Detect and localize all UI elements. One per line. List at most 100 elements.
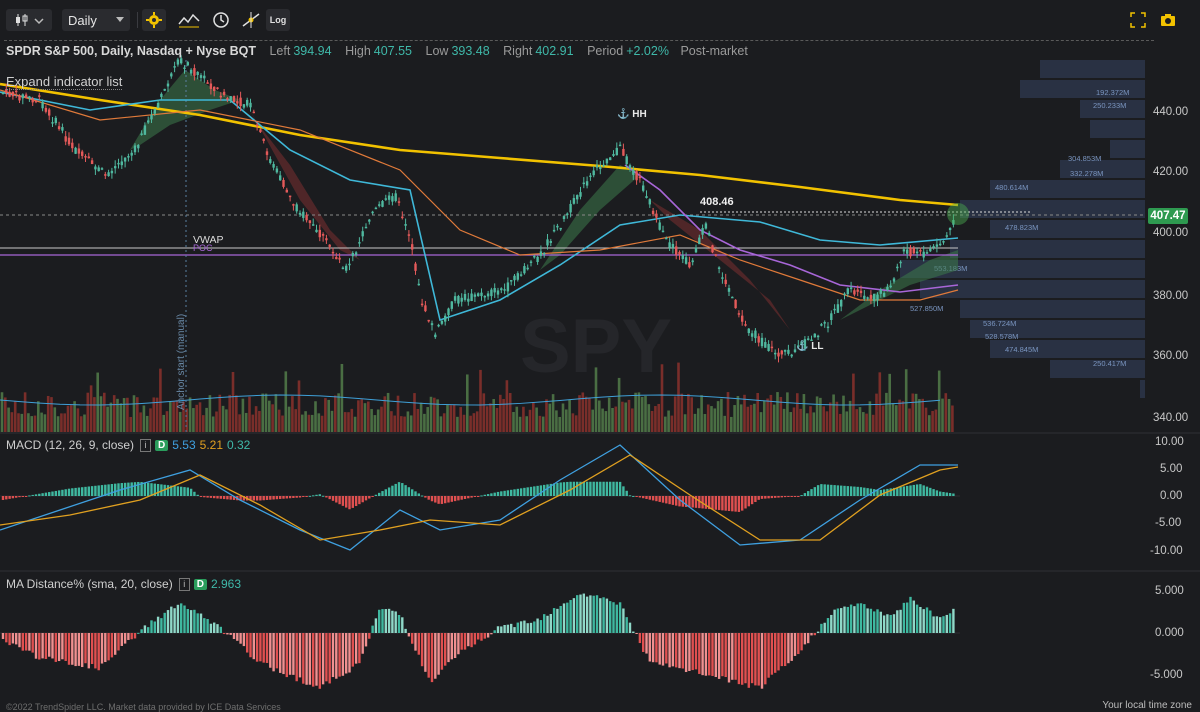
candle-body [371,211,374,214]
y-tick: 380.00 [1153,290,1189,302]
ma-distance-bar [856,603,859,633]
macd-histogram-bar [599,481,602,496]
volume-bar [188,397,192,432]
candle-body [711,245,714,253]
ema-clouds [130,70,958,330]
macd-histogram-bar [222,496,226,500]
timezone-label[interactable]: Your local time zone [1102,700,1192,711]
volume-bar [449,405,453,432]
drawing-tools-button[interactable] [238,9,264,31]
log-scale-button[interactable]: Log [266,9,290,31]
candle-body [909,247,912,257]
info-icon[interactable]: i [178,577,190,591]
ma-distance-bar [298,633,302,678]
macd-histogram-bar [483,494,486,496]
candle-body [209,83,213,89]
macd-histogram-bar [397,482,401,496]
replay-button[interactable] [208,9,234,31]
volume-bar [66,405,70,432]
macd-histogram-bar [750,496,754,505]
volume-profile-label: 192.372M [1096,88,1129,97]
ma-distance-bar [556,608,559,633]
macd-histogram-bar [430,496,434,502]
ma-distance-bar [269,633,272,668]
volume-bar [931,410,934,432]
interval-select[interactable]: Daily [62,9,130,31]
candle-body [896,266,899,269]
chart-type-button[interactable] [6,9,52,31]
candle-body [203,75,206,79]
ma-distance-y-tick: -5.000 [1150,669,1183,681]
fullscreen-button[interactable] [1128,9,1148,31]
candle-body [668,242,671,248]
ma-distance-bar [199,613,203,633]
volume-bar [713,408,717,432]
candle-body [935,244,939,247]
volume-bar [413,393,416,432]
macd-histogram-bar [529,486,533,496]
ma-distance-bar [948,613,952,633]
macd-histogram-bar [747,496,750,507]
ma-distance-bar [180,603,183,633]
volume-bar [928,415,931,432]
volume-bars [0,362,954,432]
ma-distance-bar [737,633,741,685]
snapshot-button[interactable] [1158,9,1178,31]
candle-body [622,148,625,156]
macd-histogram-bar [341,496,345,506]
macd-histogram-bar [744,496,747,509]
ma-distance-bar [123,633,127,644]
candle-body [447,308,450,316]
ma-distance-bar [503,624,506,633]
volume-bar [159,368,162,432]
macd-histogram-bar [793,496,797,497]
candle-body [546,239,549,246]
volume-profile-bar [960,200,1145,218]
settings-button[interactable] [142,9,166,31]
candle-body [219,95,222,98]
volume-profile-label: 250.417M [1093,359,1126,368]
macd-histogram-bar [249,496,252,501]
volume-profile-label: 478.823M [1005,223,1038,232]
candle-body [833,308,836,311]
candle-body [193,68,196,76]
ma-distance-bar [424,633,427,672]
indicators-button[interactable] [176,9,202,31]
ma-distance-bar [490,633,493,635]
candle-body [708,232,711,236]
volume-bar [419,402,423,432]
macd-histogram-bar [605,481,609,496]
volume-bar [33,415,37,432]
candle-body [582,182,585,185]
volume-bar [852,373,855,432]
candle-body [549,241,552,243]
volume-bar [7,407,10,432]
ma-distance-bar [427,633,430,678]
candle-body [229,96,232,101]
candle-body [846,288,849,295]
volume-bar [574,415,578,432]
macd-histogram-bar [292,496,295,498]
candle-body [325,238,328,241]
volume-bar [561,403,565,432]
ma-distance-bar [589,595,592,633]
candle-body [477,293,480,297]
volume-bar [862,412,865,432]
macd-histogram-bar [285,496,288,499]
macd-daily-badge: D [155,439,169,451]
macd-histogram-bar [655,496,658,502]
macd-histogram-bar [767,496,770,499]
last-price-marker[interactable] [947,203,969,225]
macd-histogram-bar [28,495,31,497]
ma-distance-bar [744,633,747,684]
volume-bar [479,369,482,432]
volume-bar [360,399,363,432]
candle-body [595,165,599,168]
expand-indicator-list-link[interactable]: Expand indicator list [6,74,123,90]
volume-profile-bar [1110,140,1145,158]
ma-distance-bar [853,606,856,633]
info-icon[interactable]: i [140,438,152,452]
candle-body [952,220,955,225]
candle-body [81,151,84,156]
